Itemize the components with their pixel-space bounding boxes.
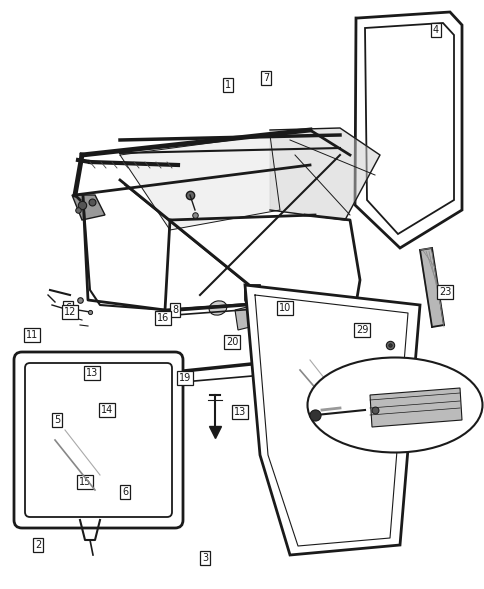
Polygon shape [235, 305, 257, 330]
Text: 19: 19 [179, 373, 191, 383]
Text: 23: 23 [438, 287, 450, 297]
Text: 20: 20 [226, 337, 238, 347]
Text: 15: 15 [78, 477, 91, 487]
Text: 4: 4 [432, 25, 438, 35]
Ellipse shape [209, 301, 227, 315]
Polygon shape [120, 135, 279, 230]
Text: 6: 6 [65, 303, 71, 313]
Text: 6: 6 [121, 487, 128, 497]
Ellipse shape [145, 366, 165, 379]
Text: 2: 2 [35, 540, 41, 550]
Polygon shape [155, 360, 178, 385]
Polygon shape [72, 195, 105, 220]
Ellipse shape [307, 358, 482, 452]
Text: 5: 5 [54, 415, 60, 425]
Text: 11: 11 [26, 330, 38, 340]
FancyBboxPatch shape [14, 352, 182, 528]
Text: 13: 13 [233, 407, 245, 417]
Text: 29: 29 [355, 325, 367, 335]
Text: 7: 7 [262, 73, 269, 83]
Text: 21: 21 [338, 395, 350, 405]
Polygon shape [270, 128, 379, 220]
Polygon shape [244, 285, 264, 330]
Text: 8: 8 [172, 305, 178, 315]
Polygon shape [369, 388, 461, 427]
Text: 12: 12 [64, 307, 76, 317]
Text: 10: 10 [278, 303, 290, 313]
Text: 22: 22 [383, 385, 395, 395]
FancyBboxPatch shape [25, 363, 172, 517]
Text: 3: 3 [201, 553, 208, 563]
Text: 13: 13 [86, 368, 98, 378]
Text: 1: 1 [225, 80, 230, 90]
Text: 16: 16 [156, 313, 169, 323]
Polygon shape [244, 285, 419, 555]
Text: 14: 14 [101, 405, 113, 415]
Polygon shape [419, 248, 443, 327]
